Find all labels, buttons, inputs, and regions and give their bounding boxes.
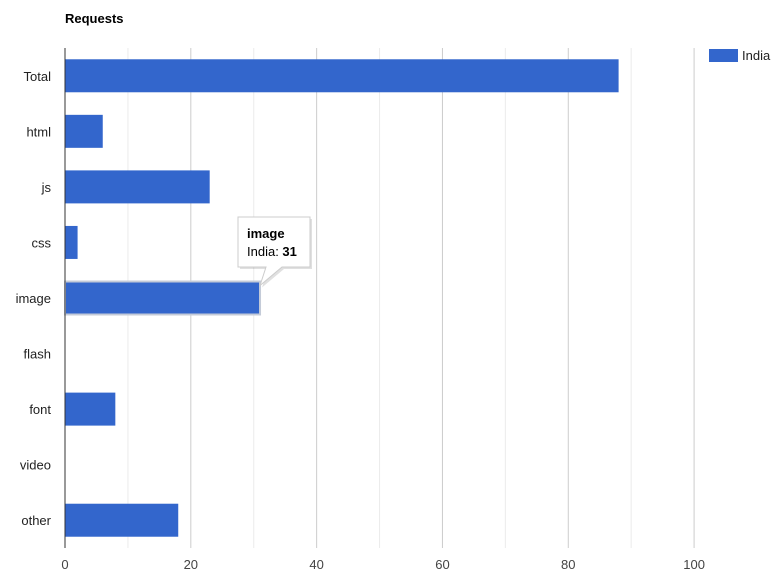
x-tick-labels: 0 20 40 60 80 100 bbox=[61, 557, 705, 572]
tooltip-category: image bbox=[247, 226, 285, 241]
x-tick-label: 80 bbox=[561, 557, 575, 572]
x-tick-label: 0 bbox=[61, 557, 68, 572]
bar-html[interactable] bbox=[65, 114, 103, 148]
category-label-font: font bbox=[29, 402, 51, 417]
bar-other[interactable] bbox=[65, 503, 179, 537]
category-label-total: Total bbox=[24, 69, 52, 84]
category-labels: Total html js css image flash font video other bbox=[16, 69, 52, 528]
bar-css[interactable] bbox=[65, 225, 78, 259]
tooltip-value: 31 bbox=[282, 244, 296, 259]
category-label-image: image bbox=[16, 291, 51, 306]
x-tick-label: 40 bbox=[309, 557, 323, 572]
bars bbox=[64, 59, 619, 537]
x-tick-label: 20 bbox=[184, 557, 198, 572]
legend[interactable]: India bbox=[709, 48, 771, 63]
x-tick-label: 100 bbox=[683, 557, 705, 572]
x-tick-label: 60 bbox=[435, 557, 449, 572]
bar-image[interactable] bbox=[64, 280, 262, 316]
category-label-css: css bbox=[32, 235, 52, 250]
category-label-html: html bbox=[26, 124, 51, 139]
legend-label-india: India bbox=[742, 48, 771, 63]
bar-font[interactable] bbox=[65, 392, 116, 426]
legend-swatch bbox=[709, 49, 738, 62]
category-label-video: video bbox=[20, 458, 51, 473]
tooltip-value-line: India: 31 bbox=[247, 244, 297, 259]
category-label-other: other bbox=[21, 513, 51, 528]
category-label-js: js bbox=[41, 180, 52, 195]
bar-js[interactable] bbox=[65, 170, 210, 204]
tooltip-box bbox=[237, 216, 311, 288]
category-label-flash: flash bbox=[24, 347, 51, 362]
chart-title: Requests bbox=[65, 11, 124, 26]
bar-total[interactable] bbox=[65, 59, 619, 93]
tooltip-series-label: India: bbox=[247, 244, 282, 259]
tooltip: image India: 31 bbox=[237, 216, 312, 288]
